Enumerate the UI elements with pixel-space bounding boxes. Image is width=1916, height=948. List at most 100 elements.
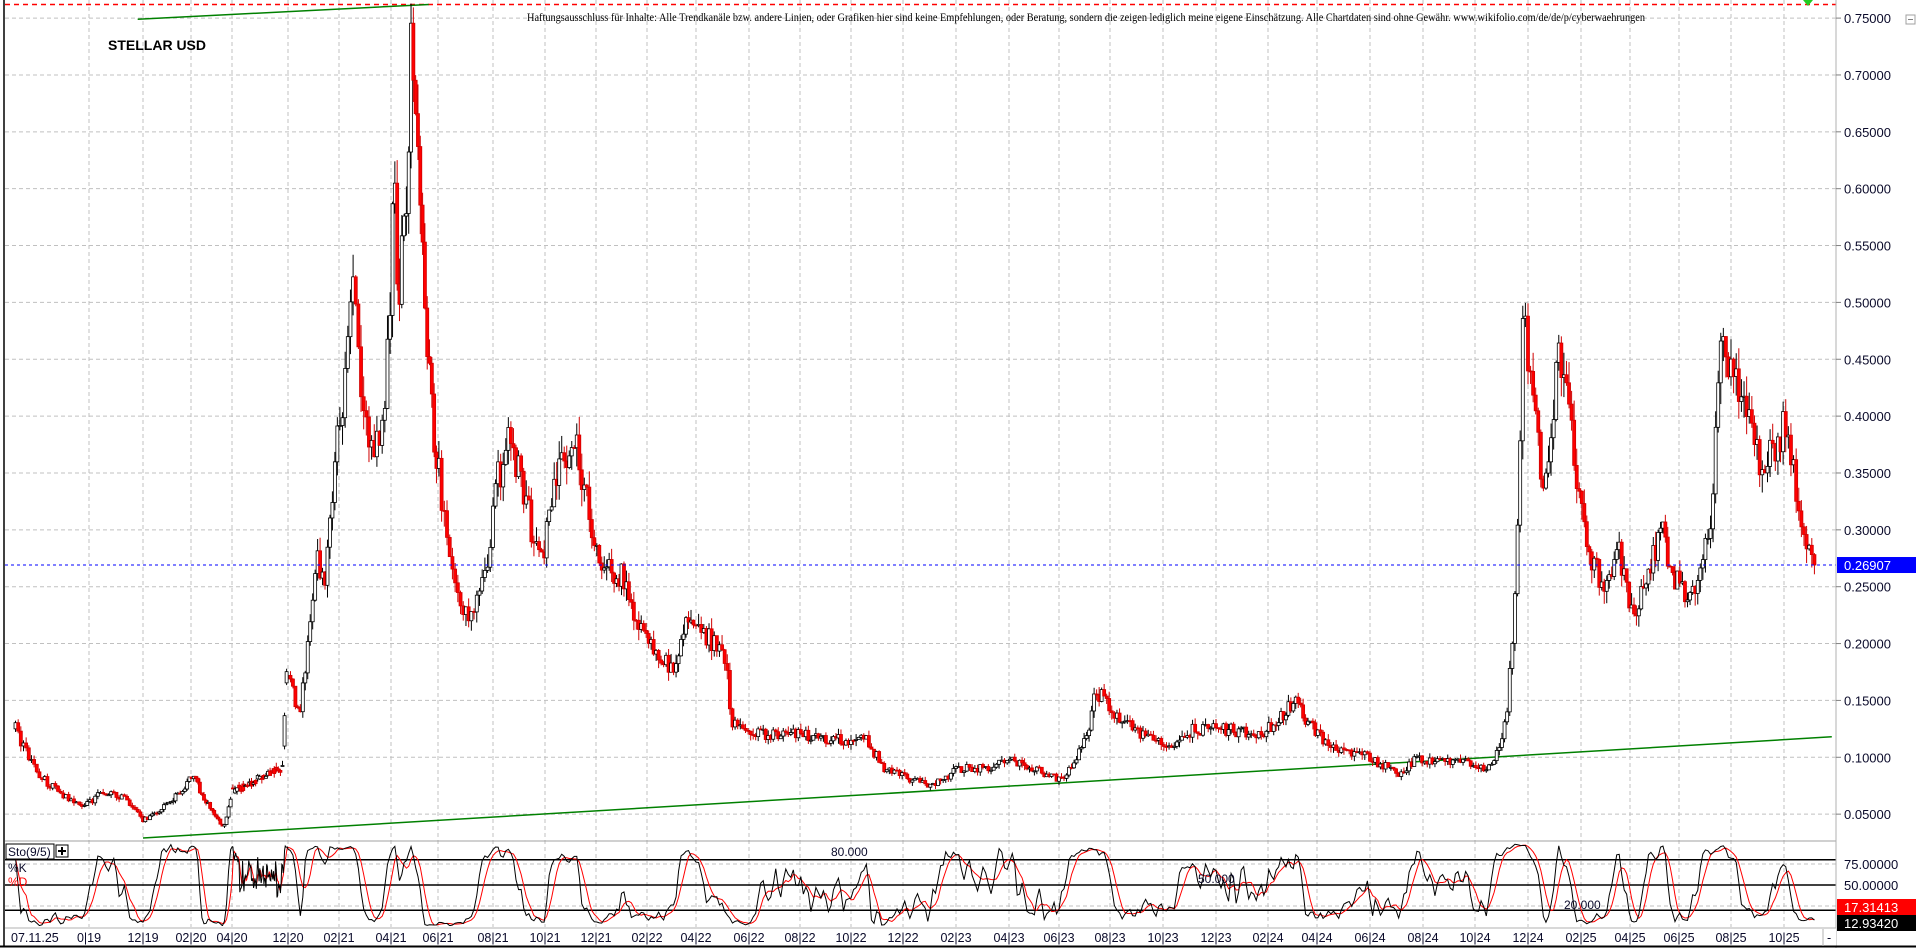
candle-body (187, 776, 192, 782)
candle-body (353, 276, 358, 305)
candle (353, 275, 358, 307)
candle (58, 788, 63, 795)
candle-body (1259, 731, 1264, 736)
candle (313, 569, 318, 602)
candle-body (180, 791, 185, 795)
candle-body (604, 566, 609, 569)
candle (1284, 712, 1288, 726)
candle (114, 791, 119, 801)
candle-body (1757, 439, 1762, 476)
candle (1326, 734, 1331, 752)
candle (1716, 370, 1721, 433)
candle-body (348, 301, 353, 338)
candle-body (216, 816, 221, 820)
candle (491, 497, 495, 551)
current-price-badge (1837, 557, 1916, 574)
axis-scroll-button[interactable]: - (1827, 931, 1831, 945)
candle (226, 805, 231, 819)
trendline[interactable] (142, 736, 1832, 839)
candle-body (16, 722, 21, 732)
x-tick-label: 06|23 (1043, 931, 1074, 945)
x-tick-label: 02|21 (323, 931, 354, 945)
candle-body (1505, 711, 1510, 723)
candle-body (276, 768, 281, 772)
candle (138, 809, 143, 819)
candle-body (1594, 557, 1599, 560)
candle-body (148, 815, 152, 821)
candle-body (1644, 583, 1648, 589)
price-panel[interactable] (5, 0, 1836, 839)
candle (308, 614, 313, 646)
candle-body (771, 729, 776, 740)
candle (356, 299, 361, 350)
sto-k-line (15, 843, 1815, 926)
candle (808, 735, 813, 745)
candle-body (1104, 695, 1109, 699)
candle-body (1513, 593, 1517, 644)
candle-body (1264, 730, 1269, 738)
disclaimer-text: Haftungsausschluss für Inhalte: Alle Tre… (527, 10, 1645, 24)
candle (343, 351, 348, 428)
candle (1683, 580, 1687, 608)
x-tick-label: 04|22 (680, 931, 711, 945)
candle-body (119, 794, 124, 800)
candle-body (1804, 534, 1809, 550)
candle-body (409, 22, 413, 153)
candle-body (1663, 521, 1668, 538)
candle-body (173, 793, 178, 802)
candle-body (1587, 546, 1592, 553)
candle (288, 671, 293, 683)
candle-body (589, 519, 594, 539)
candle-body (1352, 751, 1357, 757)
sto-indicator-box[interactable] (5, 843, 55, 860)
candle (305, 635, 310, 680)
candle-body (210, 808, 215, 811)
stochastic-panel[interactable] (5, 843, 1836, 926)
candle-body (748, 730, 753, 735)
candle (1698, 563, 1703, 593)
candle-body (1466, 758, 1471, 762)
candle (1484, 766, 1489, 773)
candle (210, 808, 215, 813)
candle (851, 739, 856, 746)
candle (1695, 574, 1700, 605)
candle (1700, 554, 1705, 580)
candle-body (1089, 710, 1094, 731)
plus-icon (58, 847, 66, 855)
candle (1544, 468, 1548, 490)
candle-body (722, 649, 727, 664)
candle (1510, 641, 1515, 675)
candle-body (193, 775, 198, 779)
candle-body (1404, 770, 1409, 774)
candle-body (854, 738, 859, 741)
candle (1450, 758, 1455, 769)
candle (567, 450, 572, 470)
candle (1120, 721, 1125, 729)
price-axis[interactable] (1836, 0, 1916, 927)
candle (268, 767, 272, 776)
candle (204, 798, 208, 806)
candle-body (1656, 532, 1661, 561)
candle-body (1231, 723, 1236, 733)
candle-body (345, 336, 350, 369)
candle (569, 441, 574, 470)
candle (1375, 755, 1380, 768)
candle (1306, 717, 1310, 727)
candle-body (1057, 776, 1061, 782)
candle (557, 441, 562, 500)
candle (482, 557, 487, 582)
chart-title: STELLAR USD (108, 37, 206, 53)
trendline[interactable] (137, 3, 429, 20)
candle (420, 192, 425, 255)
date-axis[interactable] (5, 928, 1836, 946)
x-tick-label: 10|23 (1147, 931, 1178, 945)
candle-body (272, 768, 277, 774)
candle (1812, 553, 1817, 575)
candle (453, 563, 458, 593)
candle (720, 635, 724, 652)
y-tick-label: 0.50000 (1844, 295, 1891, 310)
candle (1315, 729, 1320, 739)
candle (127, 798, 132, 807)
candle-body (959, 766, 964, 773)
